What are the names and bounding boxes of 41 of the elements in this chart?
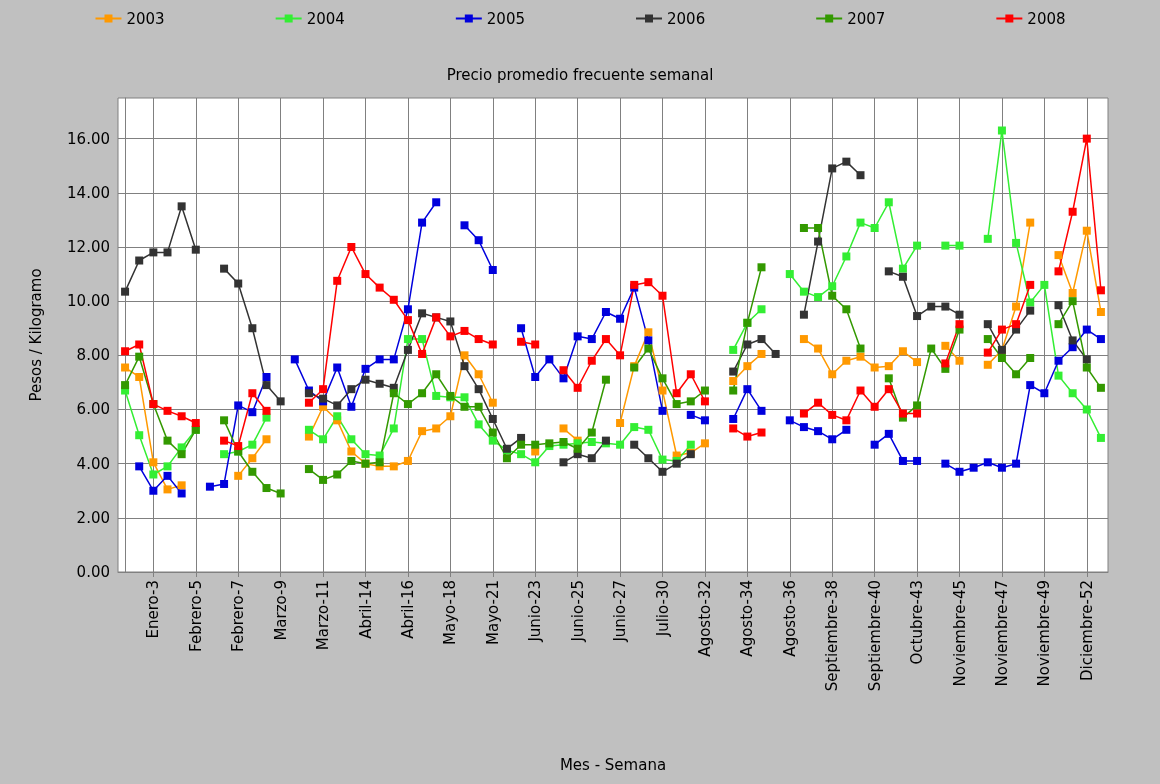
x-tick-label: Diciembre-52 xyxy=(1077,580,1096,682)
x-tick-label: Mayo-21 xyxy=(483,580,502,645)
x-tick-label: Junio-27 xyxy=(611,580,630,643)
x-tick-label: Octubre-43 xyxy=(908,580,927,665)
y-tick-label: 8.00 xyxy=(76,346,110,365)
x-tick-label: Noviembre-47 xyxy=(992,580,1011,687)
y-tick-label: 4.00 xyxy=(76,454,110,473)
x-tick-label: Marzo-9 xyxy=(271,580,290,641)
legend-label: 2003 xyxy=(126,9,165,28)
x-tick-label: Agosto-34 xyxy=(738,580,757,657)
chart-title: Precio promedio frecuente semanal xyxy=(446,65,714,84)
legend-label: 2007 xyxy=(847,9,886,28)
x-tick-label: Marzo-11 xyxy=(314,580,333,651)
y-tick-label: 12.00 xyxy=(67,237,110,256)
x-tick-label: Agosto-32 xyxy=(695,580,714,657)
y-tick-label: 0.00 xyxy=(76,563,110,581)
x-tick-label: Noviembre-49 xyxy=(1035,580,1054,687)
x-tick-label: Noviembre-45 xyxy=(950,580,969,687)
legend-label: 2005 xyxy=(486,9,526,28)
y-tick-label: 14.00 xyxy=(67,183,110,202)
x-tick-label: Junio-25 xyxy=(568,580,587,643)
x-tick-label: Abril-16 xyxy=(398,580,417,639)
x-tick-label: Septiembre-40 xyxy=(865,580,884,692)
legend-label: 2008 xyxy=(1027,9,1066,28)
y-tick-label: 2.00 xyxy=(76,508,110,527)
y-tick-label: 10.00 xyxy=(67,292,110,311)
x-tick-label: Abril-14 xyxy=(356,580,375,639)
x-tick-label: Julio-30 xyxy=(653,580,672,638)
x-tick-label: Febrero-5 xyxy=(186,580,205,652)
legend-label: 2006 xyxy=(667,9,706,28)
y-axis-title: Pesos / Kilogramo xyxy=(26,268,45,402)
x-tick-label: Febrero-7 xyxy=(229,580,248,652)
x-tick-label: Mayo-18 xyxy=(441,580,460,645)
x-tick-label: Enero-3 xyxy=(144,580,163,639)
x-tick-label: Junio-23 xyxy=(526,580,545,643)
x-tick-label: Agosto-36 xyxy=(780,580,799,657)
x-tick-label: Septiembre-38 xyxy=(823,580,842,692)
legend-label: 2004 xyxy=(306,9,345,28)
y-tick-label: 16.00 xyxy=(67,129,110,148)
x-axis-title: Mes - Semana xyxy=(559,755,667,774)
y-tick-label: 6.00 xyxy=(76,400,110,419)
